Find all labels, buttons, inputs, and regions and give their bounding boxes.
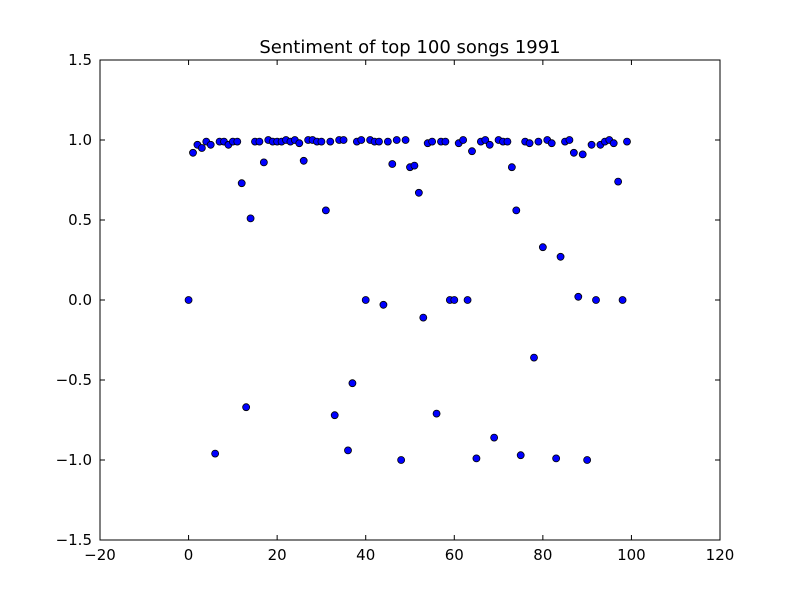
data-point [503,137,512,146]
data-point [401,136,410,144]
data-point [383,137,392,146]
data-point [295,139,304,148]
data-point [419,313,428,322]
x-tick-label: 40 [356,546,375,564]
data-point [468,147,476,156]
x-tick-label: −20 [84,546,116,564]
data-point [397,456,406,464]
data-point [507,163,516,172]
data-point [388,160,397,168]
axis-ticks: −20 0 20 40 60 80 100 120 −1.5 −1.0 −0.5 0.0 0.5 1.0 1… [56,51,735,564]
data-point [211,449,220,458]
data-point [472,454,481,463]
data-point [618,296,627,304]
y-tick-label: 1.0 [68,131,92,149]
data-point [255,137,264,146]
data-point [428,137,437,146]
y-tick-label: 0.5 [68,211,92,229]
data-point [609,139,618,148]
x-tick-label: 0 [184,546,194,564]
data-point [530,353,538,362]
data-point [348,379,357,388]
data-point [317,137,326,146]
data-point [326,137,335,146]
data-point [565,136,574,144]
data-point [259,158,268,167]
data-point [578,150,587,159]
data-point [432,409,441,418]
data-point [184,296,193,304]
data-point [450,296,459,304]
y-tick-label: 0.0 [68,291,92,309]
data-point [556,252,565,261]
y-tick-label: −1.5 [56,531,92,549]
data-point [299,156,308,165]
data-point [592,296,600,304]
data-point [587,140,596,149]
data-point [525,139,534,148]
data-point [357,136,366,144]
chart-title: Sentiment of top 100 songs 1991 [259,37,560,58]
data-point [361,296,370,304]
plot-area [100,60,720,540]
data-point [321,206,330,215]
data-point [534,137,543,146]
data-point [481,136,490,144]
data-point [392,136,401,144]
data-points [184,136,631,464]
data-point [206,140,215,149]
data-point [441,137,450,146]
data-point [410,161,419,170]
data-point [463,296,472,304]
data-point [246,214,255,223]
data-point [233,137,242,146]
data-point [375,137,383,146]
data-point [538,243,547,252]
data-point [614,177,623,186]
data-point [414,188,423,197]
data-point [512,206,521,215]
y-tick-label: −0.5 [56,371,92,389]
x-tick-label: 80 [533,546,552,564]
data-point [569,148,578,157]
x-tick-label: 120 [706,546,735,564]
data-point [547,139,556,148]
data-point [330,411,339,420]
data-point [459,136,468,144]
data-point [344,446,352,455]
data-point [242,403,251,412]
x-tick-label: 100 [617,546,646,564]
y-tick-label: −1.0 [56,451,92,469]
data-point [237,179,246,188]
data-point [552,454,561,463]
data-point [574,292,583,301]
data-point [490,433,499,442]
data-point [516,451,525,460]
data-point [197,144,206,152]
x-tick-label: 20 [268,546,287,564]
data-point [485,140,494,149]
data-point [379,300,388,309]
data-point [189,148,197,157]
data-point [583,456,592,464]
data-point [623,137,631,146]
y-tick-label: 1.5 [68,51,92,69]
plot-frame [99,59,721,541]
x-tick-label: 60 [445,546,464,564]
data-point [339,136,348,144]
